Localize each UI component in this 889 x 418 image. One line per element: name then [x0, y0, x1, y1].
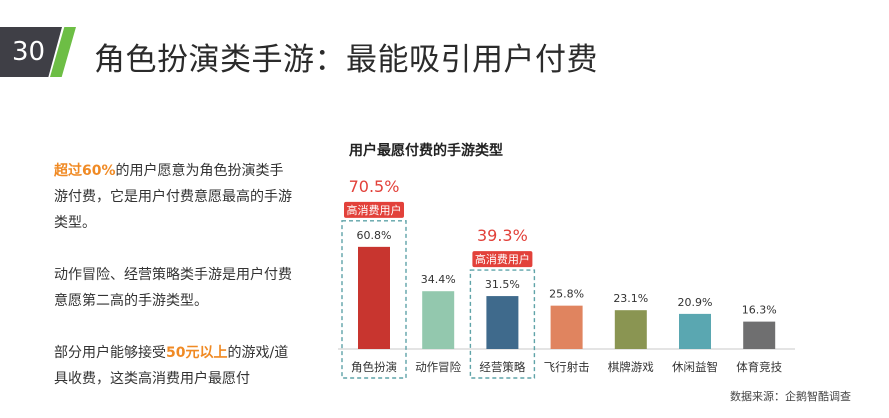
value-label-4: 25.8% — [549, 288, 584, 301]
callout-total-1: 70.5% — [349, 177, 400, 196]
value-label-5: 23.1% — [613, 292, 648, 305]
bar-chart: 60.8% 角色扮演 34.4% 动作冒险 31.5% 经营策略 25.8% 飞行射击 23.1… — [338, 177, 795, 379]
bar-5 — [614, 310, 647, 349]
highlight-60pct: 超过60% — [54, 163, 116, 179]
category-label-4: 飞行射击 — [544, 360, 590, 374]
callout-total-2: 39.3% — [477, 226, 528, 245]
category-label-3: 经营策略 — [479, 360, 525, 374]
category-label-6: 休闲益智 — [672, 360, 718, 374]
bar-2 — [422, 291, 455, 349]
highlight-50yuan: 50元以上 — [166, 345, 228, 361]
paragraph-1: 超过60%的用户愿意为角色扮演类手游付费，它是用户付费意愿最高的手游类型。 — [54, 158, 294, 236]
bar-4 — [550, 305, 583, 349]
page-number: 30 — [0, 27, 62, 77]
category-label-5: 棋牌游戏 — [608, 360, 654, 374]
callout-badge-1 — [344, 201, 404, 218]
callout-box-1 — [341, 220, 407, 379]
bar-1 — [358, 246, 390, 349]
callout-badge-2 — [472, 251, 533, 268]
callout-badge-label-1: 高消费用户 — [347, 203, 402, 217]
paragraph-3: 部分用户能够接受50元以上的游戏/道具收费，这类高消费用户最愿付 — [54, 340, 294, 392]
value-label-1: 60.8% — [357, 229, 392, 242]
slide-header: 30 角色扮演类手游：最能吸引用户付费 — [0, 0, 889, 100]
value-label-7: 16.3% — [742, 304, 777, 317]
category-label-1: 角色扮演 — [351, 360, 397, 374]
paragraph-3-text: 的游戏/道具收费，这类高消费用户最愿付 — [54, 345, 289, 387]
callout-box-2 — [469, 269, 536, 379]
value-label-2: 34.4% — [421, 273, 456, 286]
category-label-7: 体育竞技 — [736, 360, 782, 374]
callout-badge-label-2: 高消费用户 — [475, 252, 530, 266]
value-label-6: 20.9% — [678, 296, 713, 309]
category-label-2: 动作冒险 — [415, 360, 461, 374]
page-title: 角色扮演类手游：最能吸引用户付费 — [94, 42, 598, 78]
bar-6 — [679, 313, 711, 349]
summary-text: 超过60%的用户愿意为角色扮演类手游付费，它是用户付费意愿最高的手游类型。 动作… — [54, 158, 294, 418]
paragraph-1-text: 的用户愿意为角色扮演类手游付费，它是用户付费意愿最高的手游类型。 — [54, 163, 292, 231]
bar-7 — [743, 321, 776, 349]
bar-3 — [486, 296, 519, 349]
paragraph-2: 动作冒险、经营策略类手游是用户付费意愿第二高的手游类型。 — [54, 267, 292, 309]
chart-title: 用户最愿付费的手游类型 — [349, 143, 503, 159]
paragraph-3-pre: 部分用户能够接受 — [54, 345, 166, 361]
data-source: 数据来源：企鹅智酷调查 — [730, 390, 851, 403]
value-label-3: 31.5% — [485, 278, 520, 291]
